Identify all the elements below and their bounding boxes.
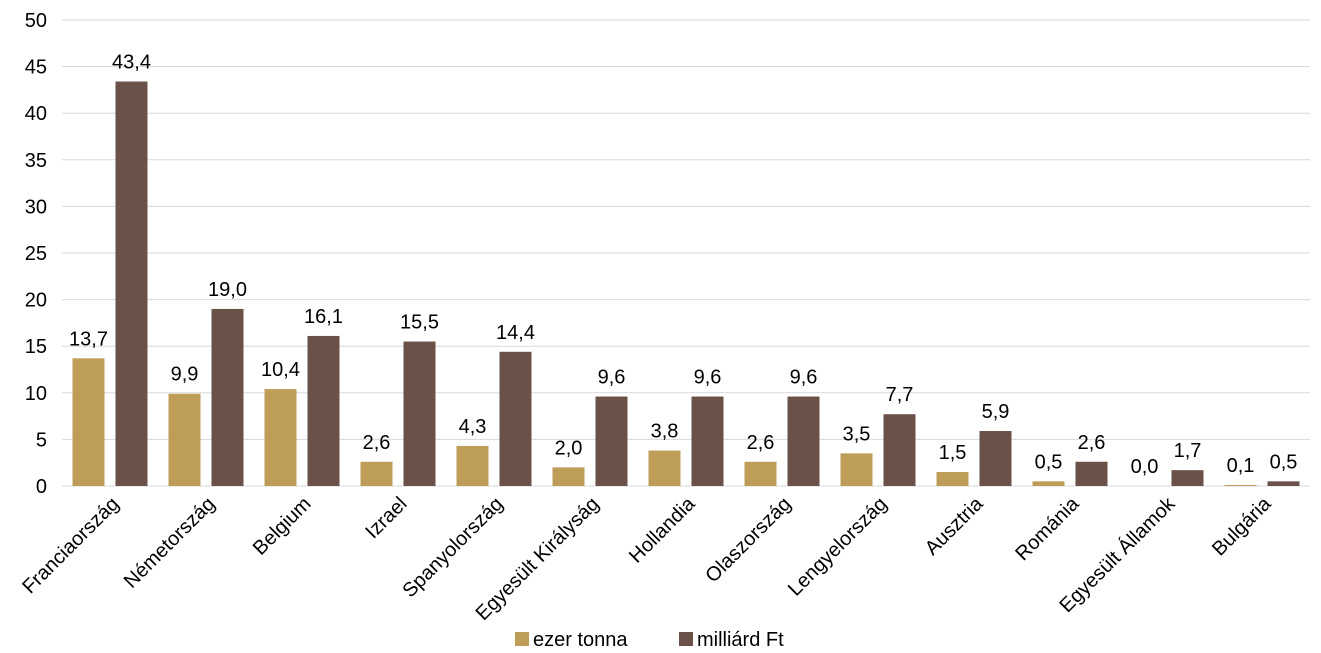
y-tick-label: 30 [25,196,47,218]
bar-milliard-ft-franciaorszag [115,81,148,487]
data-labels: 13,7 43,4 9,9 19,0 10,4 16,1 2,6 15,5 4,3 14,4 2,0… [69,52,1297,478]
data-label-milliard-ft-nemetorszag: 19,0 [208,279,247,301]
data-label-ezer-tonna-romania: 0,5 [1035,451,1063,473]
bar-milliard-ft-olaszorszag [787,396,820,486]
legend-swatch-ezer-tonna [515,632,529,646]
bar-ezer-tonna-olaszorszag [744,461,777,486]
bar-ezer-tonna-lengyelorszag [840,453,873,486]
bar-milliard-ft-egyesult-kiralysag [595,396,628,486]
legend-swatch-milliard-ft [679,632,693,646]
bar-ezer-tonna-romania [1032,481,1065,486]
bar-milliard-ft-romania [1075,461,1108,486]
y-tick-label: 35 [25,150,47,172]
y-tick-label: 5 [36,429,47,451]
bar-ezer-tonna-egyesult-kiralysag [552,467,585,486]
bar-milliard-ft-egyesult-allamok [1171,470,1204,486]
data-label-milliard-ft-egyesult-kiralysag: 9,6 [598,367,626,389]
x-category-label-nemetorszag: Németország [120,493,220,593]
bar-ezer-tonna-ausztria [936,472,969,486]
data-label-milliard-ft-romania: 2,6 [1078,432,1106,454]
data-label-ezer-tonna-spanyolorszag: 4,3 [459,416,487,438]
x-category-label-belgium: Belgium [249,493,316,560]
legend-label-milliard-ft: milliárd Ft [697,629,784,651]
y-tick-label: 45 [25,57,47,79]
y-tick-label: 0 [36,476,47,498]
data-label-ezer-tonna-egyesult-kiralysag: 2,0 [555,437,583,459]
legend: ezer tonna milliárd Ft [515,629,784,651]
bar-milliard-ft-ausztria [979,431,1012,486]
bar-ezer-tonna-franciaorszag [72,358,105,486]
bar-ezer-tonna-bulgaria [1224,485,1257,486]
data-label-ezer-tonna-lengyelorszag: 3,5 [843,423,871,445]
data-label-ezer-tonna-izrael: 2,6 [363,432,391,454]
data-label-ezer-tonna-olaszorszag: 2,6 [747,432,775,454]
data-label-milliard-ft-bulgaria: 0,5 [1270,451,1298,473]
bar-ezer-tonna-spanyolorszag [456,445,489,486]
data-label-ezer-tonna-ausztria: 1,5 [939,442,967,464]
data-label-milliard-ft-izrael: 15,5 [400,312,439,334]
data-label-ezer-tonna-hollandia: 3,8 [651,421,679,443]
data-label-ezer-tonna-nemetorszag: 9,9 [171,364,199,386]
data-label-ezer-tonna-franciaorszag: 13,7 [69,328,108,350]
data-label-ezer-tonna-egyesult-allamok: 0,0 [1131,456,1159,478]
data-label-milliard-ft-olaszorszag: 9,6 [790,367,818,389]
data-label-milliard-ft-egyesult-allamok: 1,7 [1174,440,1202,462]
data-label-milliard-ft-spanyolorszag: 14,4 [496,322,535,344]
x-category-label-bulgaria: Bulgária [1208,492,1276,560]
y-tick-label: 15 [25,336,47,358]
data-label-milliard-ft-hollandia: 9,6 [694,367,722,389]
gridlines [62,19,1310,487]
bar-milliard-ft-bulgaria [1267,481,1300,486]
bar-milliard-ft-lengyelorszag [883,414,916,486]
bar-milliard-ft-belgium [307,335,340,486]
bar-ezer-tonna-izrael [360,461,393,486]
bar-ezer-tonna-nemetorszag [168,393,201,486]
x-category-label-spanyolorszag: Spanyolország [398,493,507,602]
y-axis-ticks: 0 5 10 15 20 25 30 35 40 45 50 [25,10,47,498]
y-tick-label: 20 [25,290,47,312]
x-category-label-hollandia: Hollandia [625,492,700,567]
data-label-milliard-ft-lengyelorszag: 7,7 [886,384,914,406]
y-tick-label: 10 [25,383,47,405]
y-tick-label: 25 [25,243,47,265]
data-label-ezer-tonna-bulgaria: 0,1 [1227,455,1255,477]
bar-milliard-ft-izrael [403,341,436,486]
data-label-ezer-tonna-belgium: 10,4 [261,359,300,381]
data-label-milliard-ft-belgium: 16,1 [304,306,343,328]
bar-milliard-ft-nemetorszag [211,308,244,486]
x-category-label-izrael: Izrael [361,493,411,543]
bar-milliard-ft-hollandia [691,396,724,486]
bars [72,81,1300,487]
y-tick-label: 40 [25,103,47,125]
x-category-label-franciaorszag: Franciaország [18,493,123,598]
bar-ezer-tonna-belgium [264,389,297,486]
x-category-label-lengyelorszag: Lengyelország [784,493,892,601]
bar-ezer-tonna-hollandia [648,450,681,486]
x-category-label-romania: Románia [1011,492,1084,565]
data-label-milliard-ft-ausztria: 5,9 [982,401,1010,423]
y-tick-label: 50 [25,10,47,32]
bar-milliard-ft-spanyolorszag [499,351,532,486]
x-category-label-ausztria: Ausztria [921,492,988,559]
legend-label-ezer-tonna: ezer tonna [533,629,628,651]
x-category-label-olaszorszag: Olaszország [701,493,795,587]
data-label-milliard-ft-franciaorszag: 43,4 [112,52,151,74]
